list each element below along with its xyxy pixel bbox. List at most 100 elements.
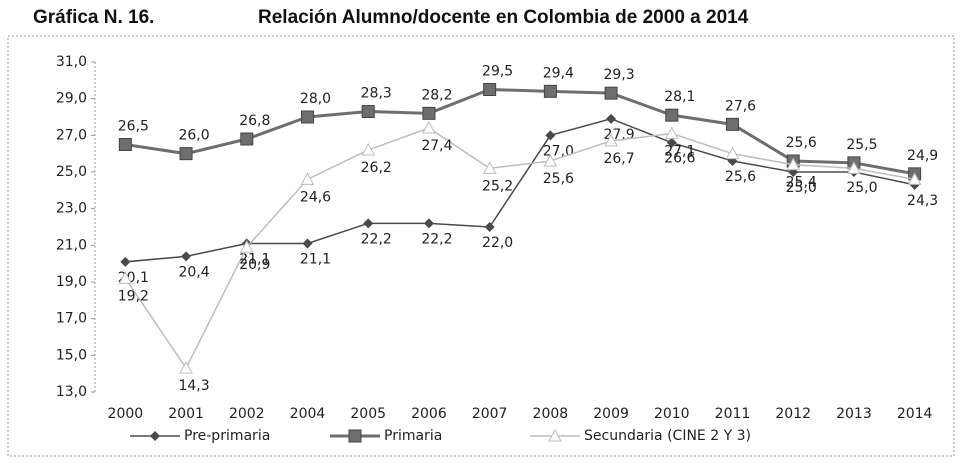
x-tick-label: 2005 xyxy=(350,406,386,422)
marker xyxy=(907,172,922,185)
data-label: 25,2 xyxy=(482,178,513,194)
data-label: 20,9 xyxy=(239,257,270,273)
y-tick-label: 31,0 xyxy=(56,54,87,70)
data-label: 25,0 xyxy=(786,180,817,196)
x-tick-label: 2008 xyxy=(533,406,569,422)
marker xyxy=(786,157,801,171)
marker xyxy=(665,108,679,122)
marker xyxy=(543,84,557,98)
data-label: 29,4 xyxy=(543,65,574,81)
data-label: 27,0 xyxy=(543,143,574,159)
x-tick-label: 2009 xyxy=(593,406,629,422)
marker xyxy=(118,138,132,151)
marker xyxy=(240,132,254,146)
data-label: 26,8 xyxy=(239,113,270,129)
y-tick-label: 23,0 xyxy=(56,201,87,217)
data-label: 29,3 xyxy=(603,67,634,83)
data-label: 21,1 xyxy=(239,252,270,268)
marker xyxy=(725,146,740,160)
marker xyxy=(120,256,131,267)
marker xyxy=(548,428,562,442)
marker xyxy=(604,133,618,147)
y-tick-label: 19,0 xyxy=(56,274,87,290)
x-tick-label: 2007 xyxy=(472,406,508,422)
marker xyxy=(239,240,254,253)
data-label: 28,0 xyxy=(300,91,331,107)
data-label: 29,5 xyxy=(482,64,513,80)
marker xyxy=(484,222,495,232)
x-tick-label: 2010 xyxy=(654,406,690,422)
data-label: 25,6 xyxy=(725,169,756,185)
marker xyxy=(422,106,436,120)
marker xyxy=(726,117,739,131)
legend-label: Pre-primaria xyxy=(184,428,270,444)
marker xyxy=(545,130,556,141)
series-line xyxy=(124,127,915,370)
data-label: 21,1 xyxy=(300,252,331,268)
data-label: 24,9 xyxy=(907,148,938,164)
data-label: 26,0 xyxy=(178,128,209,144)
data-label: 24,6 xyxy=(300,189,331,205)
chart-frame xyxy=(7,35,955,457)
data-label: 26,7 xyxy=(603,151,634,167)
marker xyxy=(363,218,374,229)
x-tick-label: 2000 xyxy=(108,406,144,422)
marker xyxy=(361,142,376,156)
x-tick-label: 2001 xyxy=(168,406,204,422)
data-label: 24,3 xyxy=(907,193,938,209)
x-tick-label: 2014 xyxy=(897,406,933,422)
legend-label: Secundaria (CINE 2 Y 3) xyxy=(584,428,751,444)
marker xyxy=(300,172,315,185)
x-tick-label: 2002 xyxy=(229,406,265,422)
y-tick-label: 17,0 xyxy=(56,311,87,327)
marker xyxy=(301,110,314,124)
y-tick-label: 25,0 xyxy=(56,164,87,180)
marker xyxy=(348,429,362,443)
data-label: 26,2 xyxy=(361,160,392,176)
marker xyxy=(666,137,677,148)
x-tick-label: 2011 xyxy=(715,406,751,422)
data-label: 28,1 xyxy=(664,89,695,105)
marker xyxy=(423,218,434,229)
marker xyxy=(422,120,436,134)
data-label: 25,4 xyxy=(786,175,817,191)
data-label: 27,4 xyxy=(421,138,452,154)
marker xyxy=(179,361,193,374)
marker xyxy=(543,153,558,167)
data-label: 25,0 xyxy=(846,180,877,196)
data-label: 25,6 xyxy=(786,135,817,151)
data-label: 26,6 xyxy=(664,151,695,167)
marker xyxy=(181,251,192,262)
marker xyxy=(606,113,617,124)
x-tick-label: 2013 xyxy=(836,406,872,422)
marker xyxy=(179,147,193,161)
y-tick-label: 15,0 xyxy=(56,347,87,363)
data-label: 20,4 xyxy=(178,264,209,280)
marker xyxy=(118,271,133,284)
y-tick-label: 13,0 xyxy=(56,384,87,400)
data-label: 22,2 xyxy=(421,231,452,247)
series-line xyxy=(125,118,915,263)
data-label: 19,2 xyxy=(118,288,149,304)
y-tick-label: 27,0 xyxy=(56,127,87,143)
marker xyxy=(150,431,160,441)
marker xyxy=(483,83,497,96)
marker xyxy=(664,126,679,139)
x-tick-label: 2004 xyxy=(290,406,326,422)
data-label: 22,2 xyxy=(361,231,392,247)
data-label: 27,6 xyxy=(725,98,756,114)
marker xyxy=(482,161,497,174)
data-label: 25,5 xyxy=(846,137,877,153)
marker xyxy=(361,105,375,118)
data-label: 14,3 xyxy=(178,378,209,394)
legend-label: Primaria xyxy=(384,428,442,444)
data-label: 27,1 xyxy=(664,144,695,160)
data-label: 25,6 xyxy=(543,171,574,187)
data-label: 28,3 xyxy=(361,86,392,102)
data-label: 22,0 xyxy=(482,235,513,251)
chart-title: Gráfica N. 16. xyxy=(33,7,154,28)
data-label: 26,5 xyxy=(118,119,149,135)
y-tick-label: 21,0 xyxy=(56,237,87,253)
marker xyxy=(604,86,618,100)
